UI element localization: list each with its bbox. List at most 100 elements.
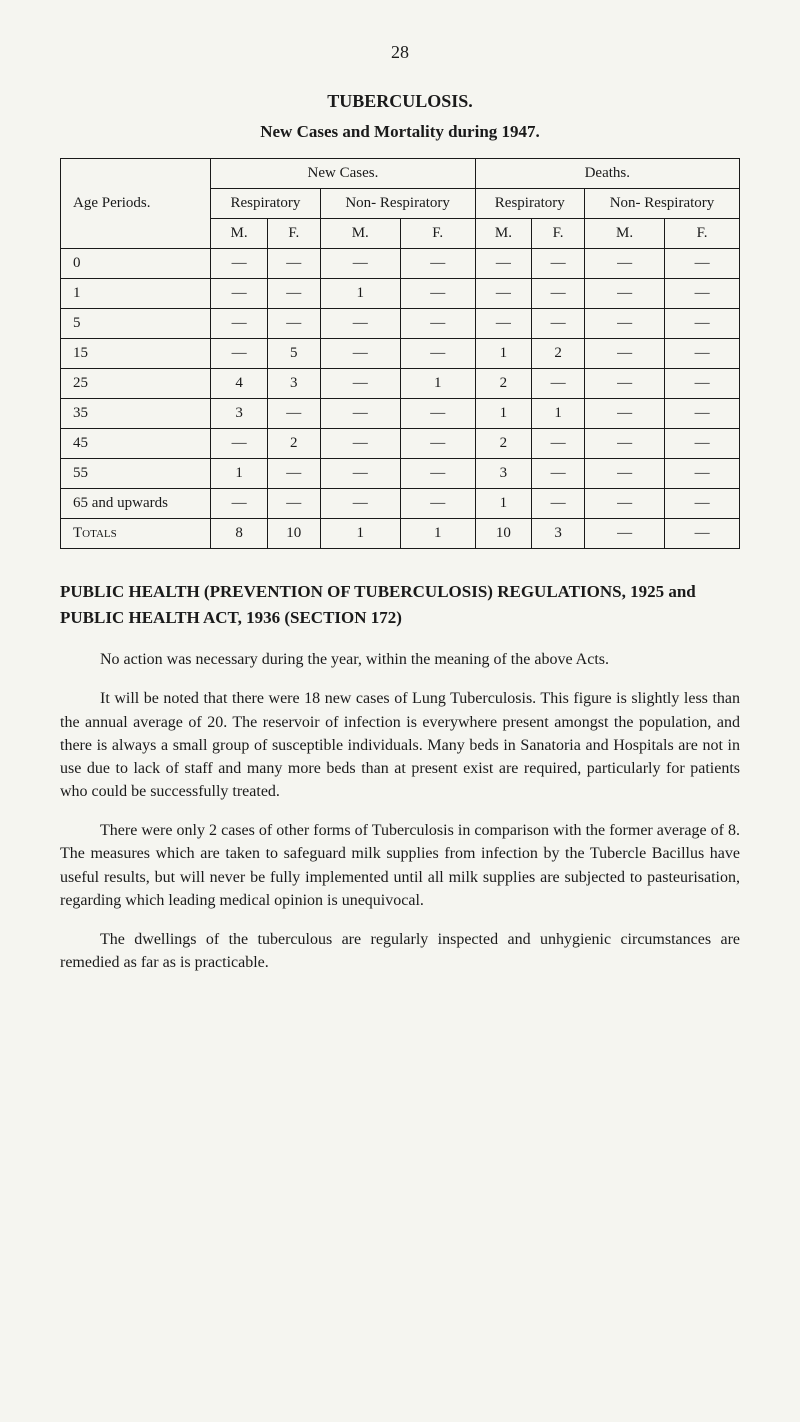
paragraph-3: There were only 2 cases of other forms o… [60, 819, 740, 912]
table-cell: — [532, 309, 585, 339]
page-number: 28 [60, 40, 740, 65]
header-m: M. [475, 219, 532, 249]
table-cell: — [532, 279, 585, 309]
table-cell: 2 [267, 429, 320, 459]
header-f: F. [400, 219, 475, 249]
row-label: 15 [61, 339, 211, 369]
table-row: 5———————— [61, 309, 740, 339]
table-cell: — [532, 429, 585, 459]
table-cell: — [665, 279, 740, 309]
table-cell: — [320, 459, 400, 489]
table-cell: — [665, 489, 740, 519]
table-cell: — [475, 279, 532, 309]
table-cell: — [532, 459, 585, 489]
table-cell: — [211, 249, 268, 279]
table-cell: 3 [475, 459, 532, 489]
header-f: F. [532, 219, 585, 249]
header-f: F. [267, 219, 320, 249]
header-m: M. [211, 219, 268, 249]
table-cell: — [475, 249, 532, 279]
table-cell: — [584, 429, 664, 459]
table-cell: — [584, 489, 664, 519]
table-cell: — [400, 399, 475, 429]
table-cell: — [320, 429, 400, 459]
totals-cell: 10 [267, 519, 320, 549]
header-m: M. [320, 219, 400, 249]
table-cell: 1 [475, 339, 532, 369]
table-cell: — [267, 459, 320, 489]
tuberculosis-table: Age Periods. New Cases. Deaths. Respirat… [60, 158, 740, 549]
header-non-respiratory: Non- Respiratory [584, 189, 739, 219]
table-cell: — [211, 279, 268, 309]
table-cell: 1 [400, 369, 475, 399]
table-row: 353———11—— [61, 399, 740, 429]
table-cell: — [400, 429, 475, 459]
table-cell: — [211, 429, 268, 459]
row-label: 5 [61, 309, 211, 339]
table-cell: — [320, 339, 400, 369]
header-non-respiratory: Non- Respiratory [320, 189, 475, 219]
table-cell: — [320, 489, 400, 519]
table-cell: — [584, 459, 664, 489]
table-cell: — [211, 309, 268, 339]
totals-cell: — [584, 519, 664, 549]
totals-cell: 8 [211, 519, 268, 549]
paragraph-4: The dwellings of the tuberculous are reg… [60, 928, 740, 974]
row-label: 55 [61, 459, 211, 489]
table-cell: — [532, 249, 585, 279]
table-cell: — [400, 489, 475, 519]
row-label: 35 [61, 399, 211, 429]
regulations-title: PUBLIC HEALTH (PREVENTION OF TUBERCULOSI… [60, 579, 740, 630]
header-m: M. [584, 219, 664, 249]
table-cell: — [532, 489, 585, 519]
table-row: 551———3——— [61, 459, 740, 489]
table-cell: 1 [475, 399, 532, 429]
row-label: 1 [61, 279, 211, 309]
row-label: 65 and upwards [61, 489, 211, 519]
table-row: 2543—12——— [61, 369, 740, 399]
table-cell: — [665, 369, 740, 399]
table-cell: — [267, 489, 320, 519]
table-cell: — [584, 399, 664, 429]
table-cell: — [267, 279, 320, 309]
header-respiratory: Respiratory [475, 189, 584, 219]
row-label: 0 [61, 249, 211, 279]
table-cell: — [267, 249, 320, 279]
table-cell: — [665, 249, 740, 279]
table-cell: — [400, 459, 475, 489]
totals-cell: 1 [320, 519, 400, 549]
totals-cell: 10 [475, 519, 532, 549]
table-cell: — [211, 339, 268, 369]
table-cell: — [267, 309, 320, 339]
table-cell: 3 [267, 369, 320, 399]
header-deaths: Deaths. [475, 159, 739, 189]
table-cell: — [584, 249, 664, 279]
table-cell: 4 [211, 369, 268, 399]
table-cell: 2 [475, 369, 532, 399]
table-cell: — [320, 309, 400, 339]
table-cell: — [320, 249, 400, 279]
table-cell: — [665, 429, 740, 459]
table-cell: — [475, 309, 532, 339]
table-cell: — [532, 369, 585, 399]
table-cell: — [320, 399, 400, 429]
table-cell: 2 [475, 429, 532, 459]
table-cell: — [665, 459, 740, 489]
table-cell: 1 [320, 279, 400, 309]
paragraph-1: No action was necessary during the year,… [60, 648, 740, 671]
table-cell: — [400, 279, 475, 309]
table-cell: 3 [211, 399, 268, 429]
table-row: 0———————— [61, 249, 740, 279]
totals-cell: 3 [532, 519, 585, 549]
table-cell: — [584, 369, 664, 399]
table-cell: — [584, 309, 664, 339]
row-label: 25 [61, 369, 211, 399]
table-row: 65 and upwards————1——— [61, 489, 740, 519]
table-cell: — [267, 399, 320, 429]
header-new-cases: New Cases. [211, 159, 475, 189]
table-cell: 5 [267, 339, 320, 369]
table-row: 45—2——2——— [61, 429, 740, 459]
table-row: 15—5——12—— [61, 339, 740, 369]
table-cell: — [400, 309, 475, 339]
table-cell: 2 [532, 339, 585, 369]
